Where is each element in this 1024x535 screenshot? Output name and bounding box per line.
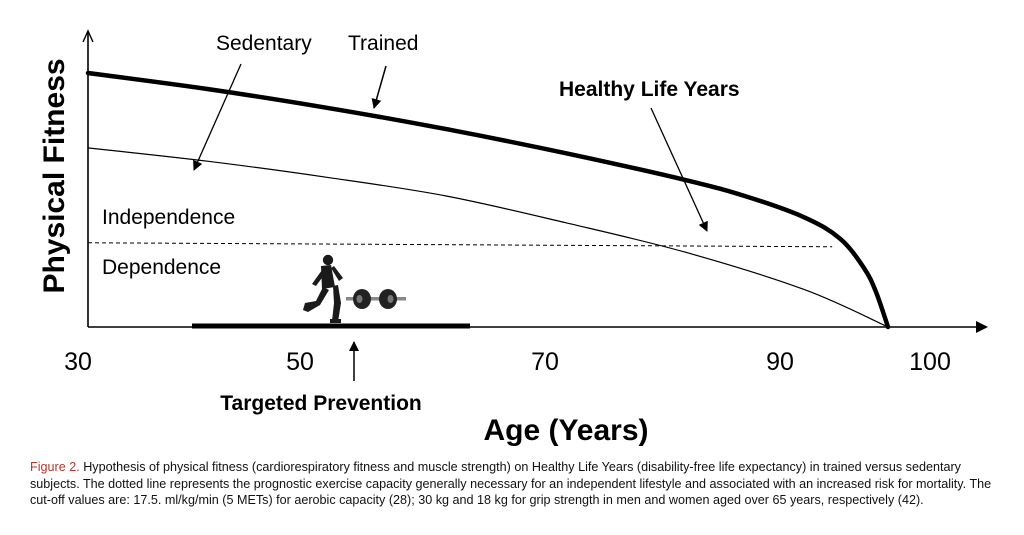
sedentary-line [87, 147, 889, 328]
sedentary-pointer [193, 63, 242, 171]
healthy-life-years-pointer [650, 107, 708, 232]
x-tick-label: 30 [64, 348, 92, 376]
trained-line [85, 70, 891, 330]
caption-text: Hypothesis of physical fitness (cardiore… [30, 460, 992, 507]
targeted-prevention-label: Targeted Prevention [220, 392, 422, 415]
figure-caption: Figure 2. Hypothesis of physical fitness… [30, 459, 995, 509]
independence-label: Independence [102, 206, 235, 229]
dumbbell-icon [346, 289, 406, 309]
trained-pointer [371, 65, 387, 109]
x-tick-label: 50 [286, 348, 314, 376]
y-axis-arrow [82, 29, 94, 43]
x-tick-label: 90 [766, 348, 794, 376]
x-tick-label: 70 [531, 348, 559, 376]
x-axis-arrow [976, 321, 988, 333]
sedentary-label: Sedentary [216, 32, 312, 55]
fitness-chart: Physical Fitness Independence Dependence… [38, 29, 988, 447]
figure-label: Figure 2. [30, 460, 80, 474]
independence-threshold-line [87, 242, 833, 248]
x-axis-label: Age (Years) [483, 414, 648, 447]
dependence-label: Dependence [102, 256, 221, 279]
x-tick-label: 100 [909, 348, 951, 376]
healthy-life-years-label: Healthy Life Years [559, 78, 740, 101]
y-axis-label: Physical Fitness [38, 58, 71, 293]
trained-label: Trained [348, 32, 418, 55]
runner-icon [303, 254, 343, 323]
